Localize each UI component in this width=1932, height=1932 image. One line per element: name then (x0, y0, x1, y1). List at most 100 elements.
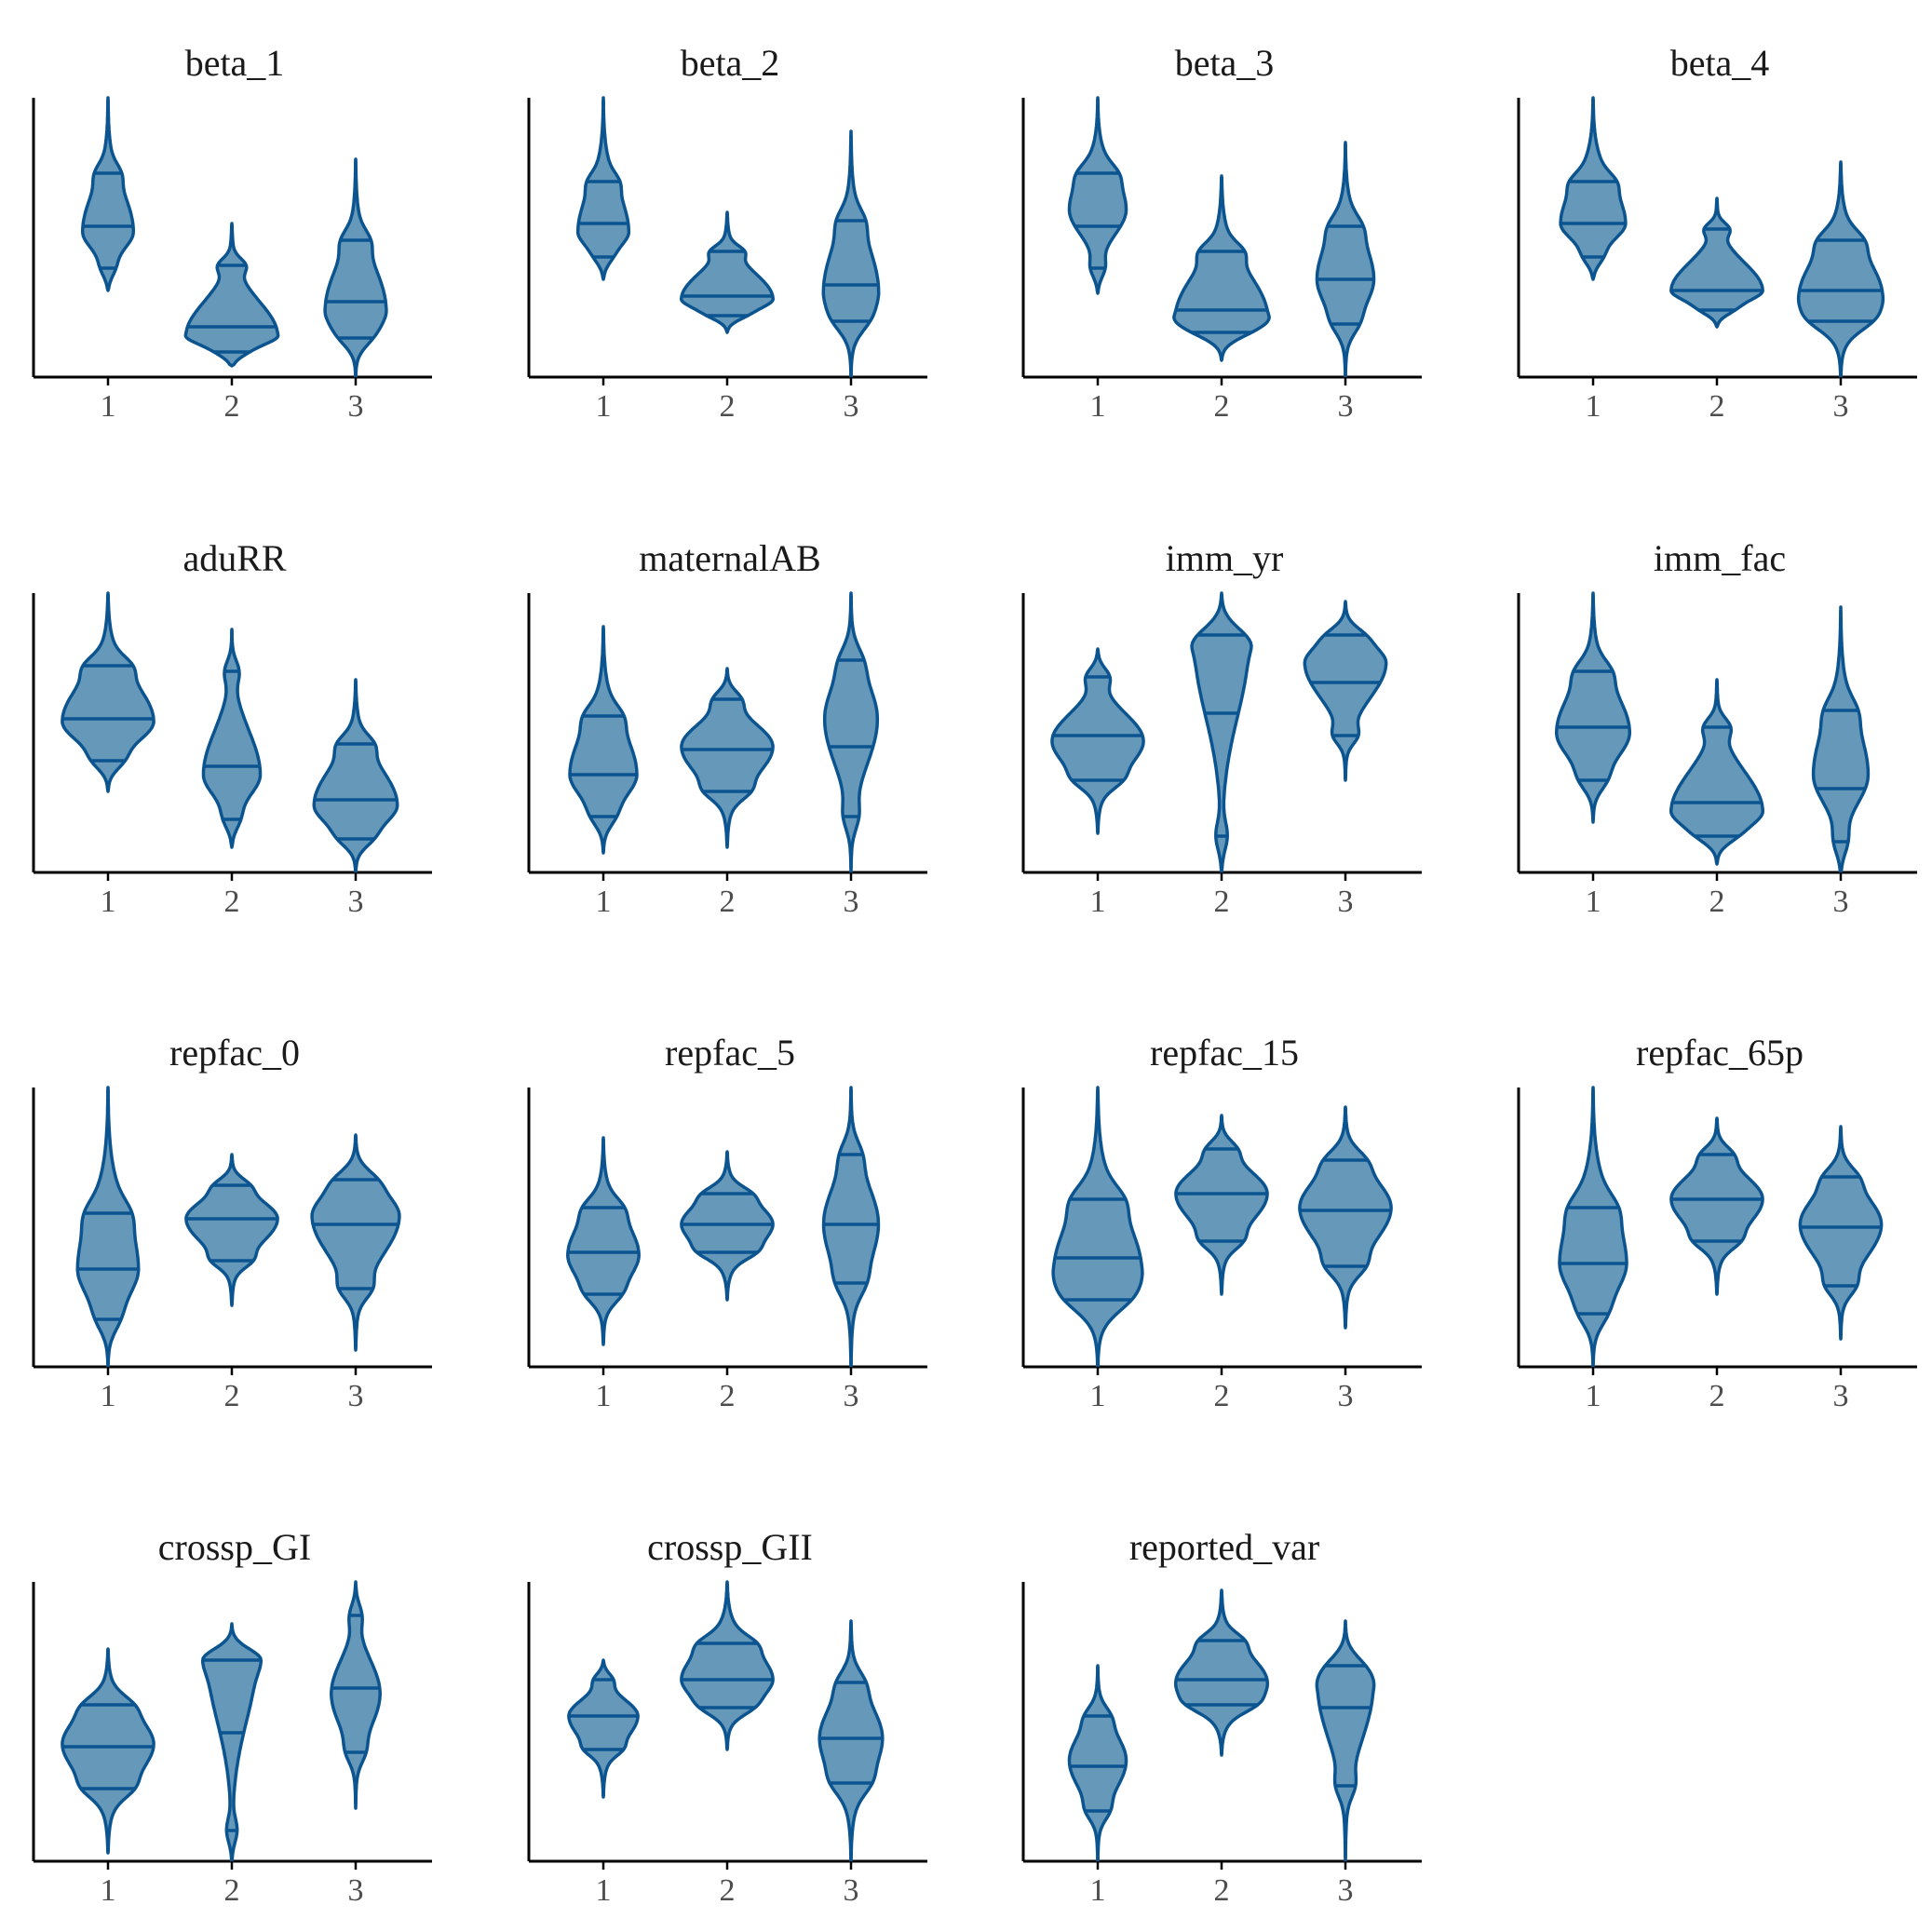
x-tick-label: 1 (101, 1379, 116, 1413)
violin-1 (1067, 96, 1128, 295)
violin-1 (566, 1136, 641, 1346)
x-tick-label: 2 (224, 1379, 240, 1413)
x-tick-label: 1 (1090, 389, 1106, 424)
violin-3 (323, 157, 388, 379)
panel-title: crossp_GI (158, 1526, 311, 1568)
x-tick-label: 1 (596, 1873, 612, 1908)
x-tick-label: 3 (844, 1379, 859, 1413)
violin-2 (184, 1153, 279, 1307)
violin-1 (1558, 1086, 1628, 1369)
x-tick-label: 2 (224, 1873, 240, 1908)
panel-adurr: aduRR 1 2 3 (32, 537, 432, 919)
x-tick-label: 3 (1833, 1379, 1849, 1413)
violin-2 (1669, 1116, 1764, 1296)
x-tick-label: 1 (101, 1873, 116, 1908)
violin-3 (312, 678, 399, 874)
violin-3 (1303, 600, 1388, 782)
violin-2 (201, 628, 263, 849)
x-tick-label: 1 (1090, 1379, 1106, 1413)
violin-3 (822, 591, 880, 874)
x-tick-label: 3 (348, 389, 364, 424)
x-tick-label: 2 (720, 1379, 736, 1413)
x-tick-label: 1 (596, 1379, 612, 1413)
panel-title: repfac_0 (169, 1032, 300, 1074)
violin-1 (1050, 647, 1145, 835)
x-tick-label: 3 (348, 1379, 364, 1413)
panel-title: imm_yr (1166, 537, 1284, 579)
x-tick-label: 3 (1833, 389, 1849, 424)
panel-repfac-15: repfac_15 1 2 3 (1021, 1032, 1422, 1413)
panel-title: beta_4 (1670, 42, 1770, 84)
x-tick-label: 3 (348, 1873, 364, 1908)
x-tick-label: 3 (1338, 389, 1354, 424)
violin-3 (1798, 1125, 1884, 1341)
violin-3 (330, 1580, 382, 1810)
panel-repfac-5: repfac_5 1 2 3 (527, 1032, 927, 1413)
x-tick-label: 2 (1214, 1379, 1230, 1413)
panel-title: repfac_5 (665, 1032, 795, 1074)
violin-2 (680, 1580, 775, 1751)
panel-title: imm_fac (1654, 537, 1786, 579)
x-tick-label: 1 (1090, 885, 1106, 919)
x-tick-label: 3 (1338, 885, 1354, 919)
panel-beta-4: beta_4 1 2 3 (1517, 42, 1917, 424)
x-tick-label: 1 (1586, 389, 1601, 424)
panel-beta-1: beta_1 1 2 3 (32, 42, 432, 424)
panel-title: reported_var (1129, 1526, 1319, 1568)
panel-title: aduRR (182, 537, 286, 579)
violin-1 (567, 1658, 640, 1799)
violin-1 (80, 96, 136, 292)
panel-repfac-65p: repfac_65p 1 2 3 (1517, 1032, 1917, 1413)
x-tick-label: 2 (1709, 885, 1725, 919)
x-tick-label: 2 (1214, 885, 1230, 919)
panel-title: beta_1 (185, 42, 285, 84)
x-tick-label: 2 (1214, 389, 1230, 424)
panel-crossp-gii: crossp_GII 1 2 3 (527, 1526, 927, 1908)
violin-2 (680, 667, 775, 849)
x-tick-label: 1 (101, 885, 116, 919)
panel-repfac-0: repfac_0 1 2 3 (32, 1032, 432, 1413)
x-tick-label: 2 (1214, 1873, 1230, 1908)
violin-3 (1315, 141, 1376, 379)
x-tick-label: 2 (720, 389, 736, 424)
x-tick-label: 3 (348, 885, 364, 919)
panel-title: crossp_GII (647, 1526, 813, 1568)
x-tick-label: 1 (596, 389, 612, 424)
x-tick-label: 3 (844, 885, 859, 919)
panel-title: beta_3 (1175, 42, 1275, 84)
violin-3 (821, 1086, 881, 1369)
violin-3 (1315, 1619, 1376, 1863)
violin-1 (575, 96, 631, 281)
violin-2 (679, 210, 776, 334)
panel-title: repfac_15 (1150, 1032, 1299, 1074)
violin-1 (61, 591, 155, 793)
violin-1 (1554, 591, 1632, 824)
x-tick-label: 3 (1338, 1873, 1354, 1908)
violin-2 (1174, 1114, 1269, 1296)
x-tick-label: 1 (1586, 885, 1601, 919)
x-tick-label: 3 (844, 389, 859, 424)
violin-2 (1172, 174, 1271, 362)
panel-imm-fac: imm_fac 1 2 3 (1517, 537, 1917, 919)
panel-beta-3: beta_3 1 2 3 (1021, 42, 1422, 424)
violin-1 (1051, 1086, 1144, 1369)
panel-beta-2: beta_2 1 2 3 (527, 42, 927, 424)
x-tick-label: 2 (720, 1873, 736, 1908)
panel-crossp-gi: crossp_GI 1 2 3 (32, 1526, 432, 1908)
x-tick-label: 2 (224, 389, 240, 424)
violin-3 (1811, 605, 1871, 874)
x-tick-label: 3 (1338, 1379, 1354, 1413)
panel-title: maternalAB (639, 537, 821, 579)
violin-3 (821, 129, 881, 379)
violin-1 (568, 625, 639, 855)
x-tick-label: 2 (224, 885, 240, 919)
violin-1 (75, 1086, 141, 1369)
violin-1 (1559, 96, 1628, 281)
x-tick-label: 3 (1833, 885, 1849, 919)
violin-2 (1173, 1588, 1270, 1757)
violin-1 (61, 1647, 155, 1855)
x-tick-label: 1 (101, 389, 116, 424)
x-tick-label: 2 (720, 885, 736, 919)
panel-maternalab: maternalAB 1 2 3 (527, 537, 927, 919)
